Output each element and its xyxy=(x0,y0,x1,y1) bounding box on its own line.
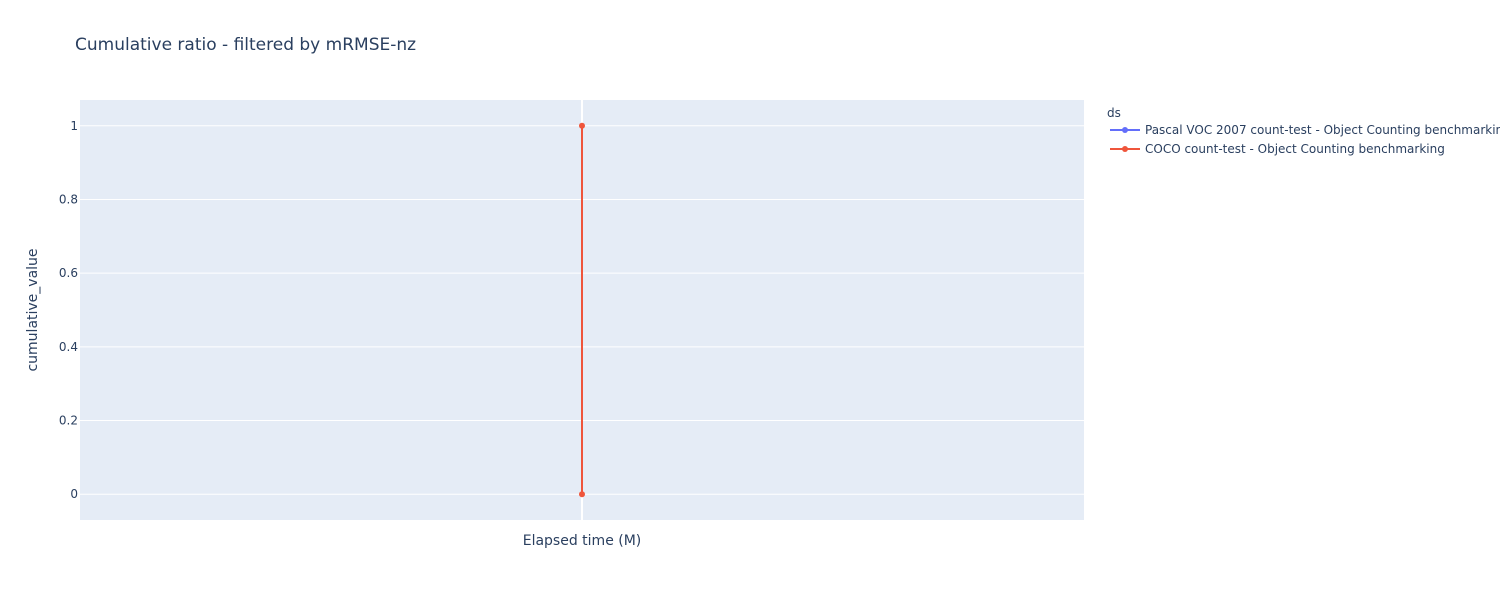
legend-item-pascal[interactable]: Pascal VOC 2007 count-test - Object Coun… xyxy=(1110,123,1500,137)
legend-marker-coco xyxy=(1122,146,1128,152)
x-axis-title: Elapsed time (M) xyxy=(523,533,642,549)
legend-label-pascal: Pascal VOC 2007 count-test - Object Coun… xyxy=(1145,123,1500,137)
y-tick-label: 0.2 xyxy=(59,414,78,428)
legend-item-coco[interactable]: COCO count-test - Object Counting benchm… xyxy=(1110,142,1445,156)
y-tick-label: 0.8 xyxy=(59,192,78,206)
y-tick-label: 1 xyxy=(70,119,78,133)
chart-title: Cumulative ratio - filtered by mRMSE-nz xyxy=(75,35,416,55)
y-tick-label: 0 xyxy=(70,487,78,501)
legend: ds Pascal VOC 2007 count-test - Object C… xyxy=(1107,106,1500,156)
legend-marker-pascal xyxy=(1122,127,1128,133)
y-tick-label: 0.6 xyxy=(59,266,78,280)
legend-label-coco: COCO count-test - Object Counting benchm… xyxy=(1145,142,1445,156)
y-axis-ticks: 0 0.2 0.4 0.6 0.8 1 xyxy=(59,119,78,501)
y-axis-title: cumulative_value xyxy=(25,248,41,371)
data-point-1-0[interactable] xyxy=(579,491,585,498)
series-layer xyxy=(579,122,585,498)
y-tick-label: 0.4 xyxy=(59,340,78,354)
data-point-1-1[interactable] xyxy=(579,122,585,129)
legend-title: ds xyxy=(1107,106,1121,120)
